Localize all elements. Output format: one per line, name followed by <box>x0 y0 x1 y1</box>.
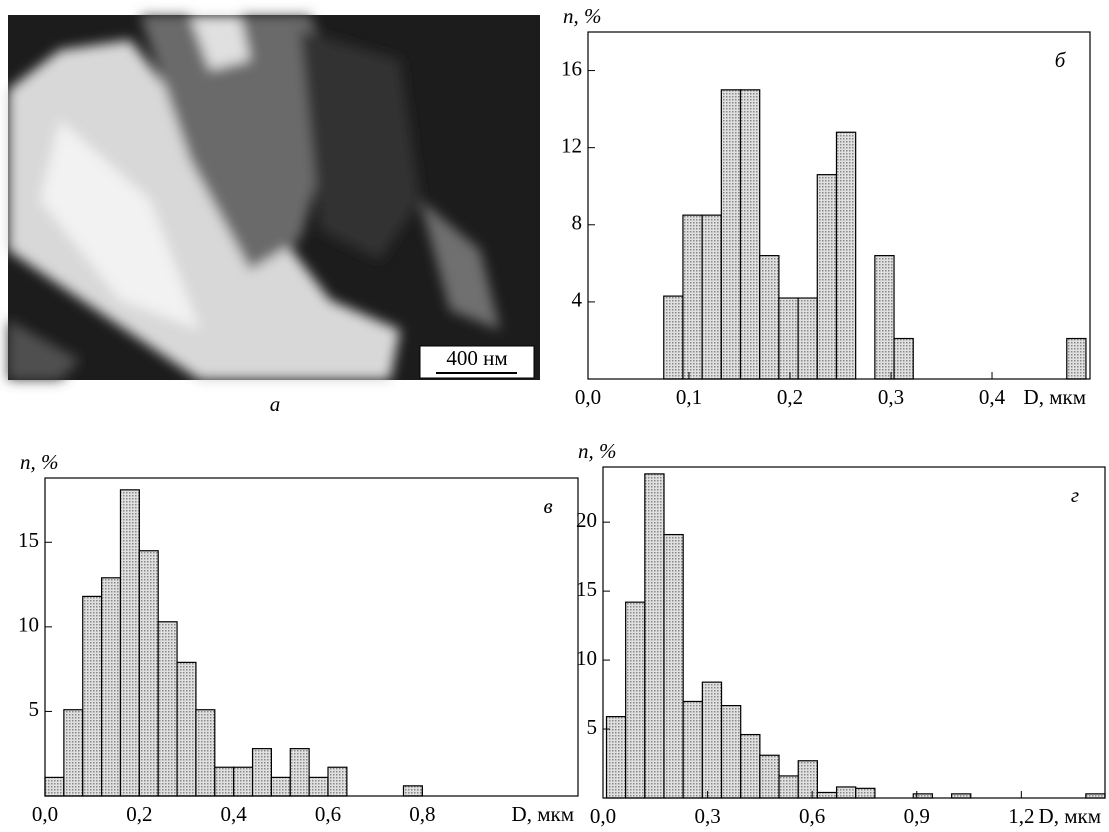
bar <box>816 174 838 380</box>
bar <box>682 700 703 799</box>
y-tick-label: 16 <box>561 56 582 80</box>
bar <box>663 295 684 380</box>
micrograph: 400 нм а <box>8 15 540 416</box>
bar <box>1066 337 1087 380</box>
bar <box>176 661 197 797</box>
y-axis-label: n, % <box>578 439 617 463</box>
bar <box>308 776 329 797</box>
bar <box>644 473 665 799</box>
bar <box>1085 793 1106 799</box>
bar <box>157 621 178 797</box>
y-tick-label: 5 <box>29 697 40 721</box>
bar <box>402 785 423 797</box>
x-tick-label: 1,2 <box>1008 804 1034 828</box>
bar <box>101 577 122 797</box>
panel-label: в <box>543 494 552 518</box>
bar <box>720 89 742 380</box>
bar <box>740 733 761 799</box>
y-tick-label: 12 <box>561 133 582 157</box>
x-tick-label: 0,0 <box>590 804 616 828</box>
x-axis-label: D, мкм <box>512 802 574 826</box>
bar <box>912 793 934 799</box>
y-tick-label: 10 <box>18 613 39 637</box>
bar <box>251 748 273 797</box>
x-tick-label: 0,4 <box>979 385 1006 409</box>
x-axis-label: D, мкм <box>1039 804 1101 828</box>
bar <box>835 131 857 380</box>
x-tick-label: 0,3 <box>694 804 720 828</box>
y-tick-label: 10 <box>576 646 597 670</box>
bar <box>739 89 761 380</box>
bar <box>893 337 914 380</box>
bar <box>759 255 780 380</box>
plot-frame <box>587 31 1091 380</box>
bar <box>951 793 972 799</box>
y-axis-label: n, % <box>563 4 602 28</box>
bar <box>797 760 818 799</box>
y-tick-label: 8 <box>572 211 583 235</box>
x-tick-label: 0,2 <box>777 385 803 409</box>
bar <box>701 681 723 799</box>
x-axis-label: D, мкм <box>1024 385 1086 409</box>
plot-frame <box>44 477 579 797</box>
bar <box>327 766 348 797</box>
x-tick-label: 0,4 <box>221 802 248 826</box>
x-tick-label: 0,2 <box>126 802 152 826</box>
x-tick-label: 0,1 <box>676 385 702 409</box>
x-tick-label: 0,3 <box>878 385 904 409</box>
bar <box>701 214 722 380</box>
panel-label: г <box>1071 483 1079 507</box>
bar <box>855 787 876 799</box>
bar <box>195 709 216 797</box>
panel-label: а <box>270 392 281 416</box>
x-tick-label: 0,6 <box>315 802 341 826</box>
bar <box>44 776 65 797</box>
x-tick-label: 0,9 <box>904 804 930 828</box>
x-tick-label: 0,6 <box>799 804 825 828</box>
bar <box>797 297 818 380</box>
bar <box>663 533 684 799</box>
bar <box>270 776 291 797</box>
bar <box>233 766 254 797</box>
bar <box>682 214 703 380</box>
x-tick-label: 0,0 <box>32 802 58 826</box>
bar <box>874 255 895 380</box>
bar <box>119 489 140 797</box>
y-tick-label: 4 <box>572 288 583 312</box>
bar <box>289 748 310 797</box>
plot-frame <box>602 466 1106 799</box>
y-tick-label: 15 <box>576 577 597 601</box>
x-tick-label: 0,0 <box>575 385 601 409</box>
bar <box>82 595 103 797</box>
bar <box>778 297 799 380</box>
bar <box>63 709 84 797</box>
bar <box>816 791 838 799</box>
y-tick-label: 20 <box>576 508 597 532</box>
bar <box>720 704 742 799</box>
bar <box>835 786 857 799</box>
bar <box>759 754 780 799</box>
y-tick-label: 5 <box>587 715 598 739</box>
panel-label: б <box>1055 48 1067 72</box>
bar <box>778 775 799 799</box>
x-tick-label: 0,8 <box>409 802 435 826</box>
y-axis-label: n, % <box>20 450 59 474</box>
y-tick-label: 15 <box>18 528 39 552</box>
scale-label: 400 нм <box>446 346 507 370</box>
bar <box>214 766 235 797</box>
bar <box>625 601 646 799</box>
bar <box>138 550 159 797</box>
